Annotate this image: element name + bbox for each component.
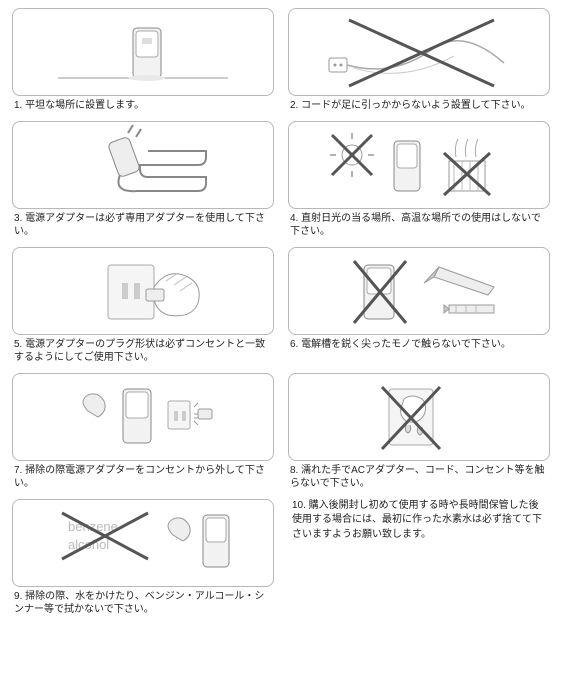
illustration-sharp-object [294, 247, 544, 335]
caption-3: 3. 電源アダプターは必ず専用アダプターを使用して下さい。 [12, 212, 274, 239]
panel-9: benzene alcohol [12, 499, 274, 587]
cell-9: benzene alcohol 9. 掃除の際、水をかけたり、ベンジン・アルコー… [12, 499, 274, 617]
illustration-sun-heat [294, 121, 544, 209]
heater-icon [444, 139, 490, 195]
panel-7 [12, 373, 274, 461]
sun-icon [330, 133, 374, 177]
cell-4: 4. 直射日光の当る場所、高温な場所での使用はしないで下さい。 [288, 121, 550, 239]
panel-3 [12, 121, 274, 209]
illustration-unplug-clean [18, 373, 268, 461]
cell-10: 10. 購入後開封し初めて使用する時や長時間保管した後使用する場合には、最初に作… [288, 499, 550, 617]
caption-1: 1. 平坦な場所に設置します。 [12, 99, 274, 113]
panel-2 [288, 8, 550, 96]
caption-6: 6. 電解槽を鋭く尖ったモノで触らないで下さい。 [288, 338, 550, 352]
illustration-cord-trip [294, 8, 544, 96]
caption-8: 8. 濡れた手でACアダプター、コード、コンセント等を触らないで下さい。 [288, 464, 550, 491]
caption-9: 9. 掃除の際、水をかけたり、ベンジン・アルコール・シンナー等で拭かないで下さい… [12, 590, 274, 617]
illustration-no-chemicals: benzene alcohol [18, 499, 268, 587]
caption-7: 7. 掃除の際電源アダプターをコンセントから外して下さい。 [12, 464, 274, 491]
illustration-plug-outlet [18, 247, 268, 335]
instruction-grid: 1. 平坦な場所に設置します。 2. コードが足に引っかからないよう設置して下さ… [12, 8, 550, 617]
panel-8 [288, 373, 550, 461]
caption-10: 10. 購入後開封し初めて使用する時や長時間保管した後使用する場合には、最初に作… [288, 499, 550, 543]
prohibit-cross-icon [349, 20, 494, 86]
panel-6 [288, 247, 550, 335]
illustration-wet-hands [294, 373, 544, 461]
illustration-flat-surface [18, 8, 268, 96]
cell-6: 6. 電解槽を鋭く尖ったモノで触らないで下さい。 [288, 247, 550, 365]
panel-4 [288, 121, 550, 209]
panel-5 [12, 247, 274, 335]
caption-5: 5. 電源アダプターのプラグ形状は必ずコンセントと一致するようにしてご使用下さい… [12, 338, 274, 365]
caption-2: 2. コードが足に引っかからないよう設置して下さい。 [288, 99, 550, 113]
cell-1: 1. 平坦な場所に設置します。 [12, 8, 274, 113]
illustration-adapter [18, 121, 268, 209]
panel-1 [12, 8, 274, 96]
caption-4: 4. 直射日光の当る場所、高温な場所での使用はしないで下さい。 [288, 212, 550, 239]
cell-7: 7. 掃除の際電源アダプターをコンセントから外して下さい。 [12, 373, 274, 491]
cell-5: 5. 電源アダプターのプラグ形状は必ずコンセントと一致するようにしてご使用下さい… [12, 247, 274, 365]
cell-8: 8. 濡れた手でACアダプター、コード、コンセント等を触らないで下さい。 [288, 373, 550, 491]
cell-2: 2. コードが足に引っかからないよう設置して下さい。 [288, 8, 550, 113]
cell-3: 3. 電源アダプターは必ず専用アダプターを使用して下さい。 [12, 121, 274, 239]
